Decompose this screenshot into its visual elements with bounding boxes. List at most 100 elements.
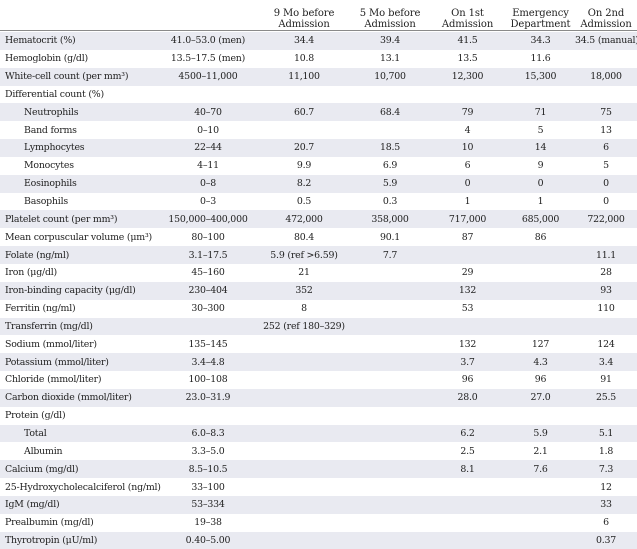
row-label: Iron-binding capacity (μg/dl) bbox=[0, 281, 159, 300]
cell-second-admission bbox=[575, 228, 637, 247]
cell-5-mo-before bbox=[351, 335, 429, 354]
row-label: Hematocrit (%) bbox=[0, 32, 159, 50]
table-row: Hematocrit (%) 41.0–53.0 (men) 34.4 39.4 41.… bbox=[0, 32, 637, 50]
cell-reference-range: 4500–11,000 bbox=[159, 67, 257, 86]
row-label: Ferritin (ng/ml) bbox=[0, 299, 159, 318]
cell-5-mo-before bbox=[351, 531, 429, 549]
cell-9-mo-before: 0.5 bbox=[257, 192, 351, 211]
cell-second-admission: 7.3 bbox=[575, 460, 637, 479]
cell-emergency-department: 96 bbox=[506, 371, 575, 389]
cell-9-mo-before: 11,100 bbox=[257, 67, 351, 86]
cell-first-admission: 13.5 bbox=[429, 49, 506, 68]
row-label: Hemoglobin (g/dl) bbox=[0, 49, 159, 68]
cell-emergency-department: 34.3 bbox=[506, 32, 575, 50]
cell-9-mo-before: 60.7 bbox=[257, 103, 351, 122]
cell-5-mo-before: 13.1 bbox=[351, 49, 429, 68]
cell-5-mo-before bbox=[351, 442, 429, 461]
cell-emergency-department bbox=[506, 478, 575, 496]
cell-9-mo-before bbox=[257, 371, 351, 389]
cell-first-admission bbox=[429, 317, 506, 336]
cell-second-admission bbox=[575, 49, 637, 68]
cell-second-admission: 18,000 bbox=[575, 67, 637, 86]
table-row: Sodium (mmol/liter) 135–145 132 127 124 bbox=[0, 335, 637, 354]
cell-reference-range: 33–100 bbox=[159, 478, 257, 496]
cell-5-mo-before: 68.4 bbox=[351, 103, 429, 122]
table-row: Neutrophils 40–70 60.7 68.4 79 71 75 bbox=[0, 103, 637, 122]
cell-9-mo-before: 20.7 bbox=[257, 139, 351, 157]
cell-9-mo-before: 21 bbox=[257, 263, 351, 282]
cell-emergency-department bbox=[506, 495, 575, 514]
row-label: 25-Hydroxycholecalciferol (ng/ml) bbox=[0, 478, 161, 496]
cell-first-admission: 53 bbox=[429, 299, 506, 318]
cell-9-mo-before bbox=[257, 495, 351, 514]
row-label: Sodium (mmol/liter) bbox=[0, 335, 159, 354]
cell-9-mo-before: 9.9 bbox=[257, 156, 351, 175]
cell-second-admission: 6 bbox=[575, 513, 637, 532]
cell-emergency-department: 0 bbox=[506, 174, 575, 193]
cell-second-admission: 93 bbox=[575, 281, 637, 300]
header-5-mo-before: 5 Mo before Admission bbox=[359, 8, 421, 30]
cell-emergency-department: 27.0 bbox=[506, 388, 575, 407]
cell-9-mo-before bbox=[257, 388, 351, 407]
cell-second-admission: 0 bbox=[575, 174, 637, 193]
table-row: Prealbumin (mg/dl) 19–38 6 bbox=[0, 513, 637, 532]
cell-emergency-department: 127 bbox=[506, 335, 575, 354]
table-row: IgM (mg/dl) 53–334 33 bbox=[0, 495, 637, 514]
cell-9-mo-before bbox=[257, 406, 351, 425]
cell-9-mo-before: 10.8 bbox=[257, 49, 351, 68]
cell-emergency-department: 5.9 bbox=[506, 424, 575, 443]
cell-emergency-department: 11.6 bbox=[506, 49, 575, 68]
row-label: Thyrotropin (μU/ml) bbox=[0, 531, 159, 549]
cell-5-mo-before: 5.9 bbox=[351, 174, 429, 193]
cell-first-admission: 10 bbox=[429, 139, 506, 157]
cell-reference-range bbox=[159, 406, 257, 425]
cell-emergency-department: 14 bbox=[506, 139, 575, 157]
cell-emergency-department: 4.3 bbox=[506, 353, 575, 372]
table-row: Iron-binding capacity (μg/dl) 230–404 352 1… bbox=[0, 281, 637, 300]
cell-first-admission: 3.7 bbox=[429, 353, 506, 372]
cell-first-admission: 6 bbox=[429, 156, 506, 175]
cell-emergency-department: 86 bbox=[506, 228, 575, 247]
cell-reference-range: 150,000–400,000 bbox=[159, 210, 257, 229]
cell-5-mo-before bbox=[351, 495, 429, 514]
table-row: Eosinophils 0–8 8.2 5.9 0 0 0 bbox=[0, 174, 637, 193]
cell-emergency-department: 2.1 bbox=[506, 442, 575, 461]
cell-5-mo-before: 0.3 bbox=[351, 192, 429, 211]
cell-first-admission: 96 bbox=[429, 371, 506, 389]
cell-5-mo-before bbox=[351, 299, 429, 318]
cell-reference-range: 22–44 bbox=[159, 139, 257, 157]
cell-emergency-department bbox=[506, 513, 575, 532]
cell-second-admission: 0.37 bbox=[575, 531, 637, 549]
row-label: Platelet count (per mm³) bbox=[0, 210, 159, 229]
cell-9-mo-before bbox=[257, 424, 351, 443]
cell-9-mo-before bbox=[257, 442, 351, 461]
cell-9-mo-before bbox=[257, 335, 351, 354]
cell-9-mo-before: 472,000 bbox=[257, 210, 351, 229]
cell-emergency-department bbox=[506, 85, 575, 104]
header-second-admission: On 2nd Admission bbox=[580, 8, 632, 30]
cell-reference-range: 23.0–31.9 bbox=[159, 388, 257, 407]
cell-reference-range: 0–8 bbox=[159, 174, 257, 193]
cell-5-mo-before bbox=[351, 121, 429, 140]
table-row: Lymphocytes 22–44 20.7 18.5 10 14 6 bbox=[0, 139, 637, 157]
row-label: Lymphocytes bbox=[0, 139, 159, 157]
cell-9-mo-before: 80.4 bbox=[257, 228, 351, 247]
cell-first-admission: 4 bbox=[429, 121, 506, 140]
cell-9-mo-before: 352 bbox=[257, 281, 351, 300]
cell-emergency-department: 685,000 bbox=[506, 210, 575, 229]
cell-reference-range: 0–3 bbox=[159, 192, 257, 211]
cell-reference-range: 30–300 bbox=[159, 299, 257, 318]
cell-first-admission bbox=[429, 478, 506, 496]
cell-9-mo-before: 8.2 bbox=[257, 174, 351, 193]
cell-9-mo-before bbox=[257, 478, 351, 496]
cell-reference-range: 53–334 bbox=[159, 495, 257, 514]
table-row: Ferritin (ng/ml) 30–300 8 53 110 bbox=[0, 299, 637, 318]
cell-5-mo-before bbox=[351, 353, 429, 372]
cell-5-mo-before bbox=[351, 406, 429, 425]
cell-9-mo-before bbox=[257, 460, 351, 479]
cell-second-admission: 34.5 (manual) bbox=[575, 32, 637, 50]
cell-emergency-department: 1 bbox=[506, 192, 575, 211]
cell-second-admission: 13 bbox=[575, 121, 637, 140]
cell-first-admission: 132 bbox=[429, 281, 506, 300]
